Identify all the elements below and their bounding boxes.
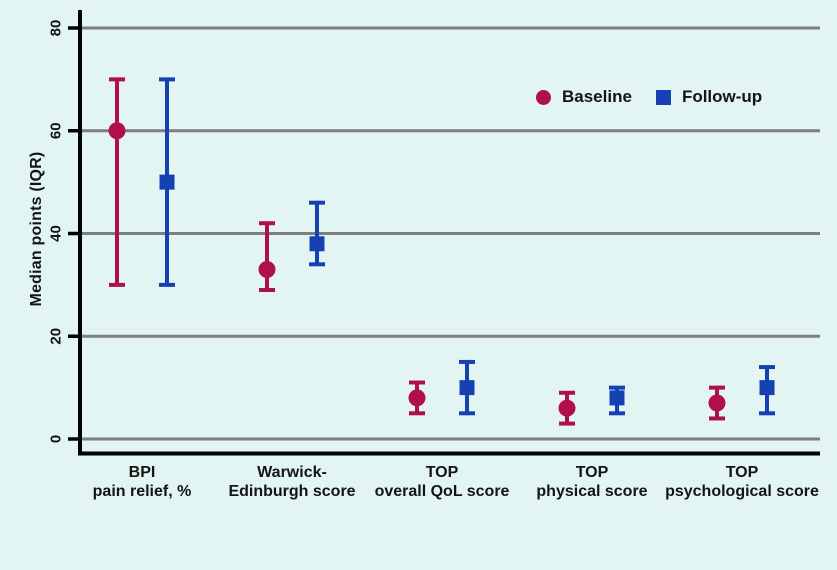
x-category-label-line2: physical score — [536, 483, 647, 500]
median-marker-square — [759, 380, 775, 396]
y-axis-title: Median points (IQR) — [28, 151, 45, 307]
x-category-label-line2: pain relief, % — [93, 483, 192, 500]
median-marker-circle — [258, 260, 276, 278]
y-tick-label: 40 — [48, 225, 65, 242]
x-category-label-line2: Edinburgh score — [228, 483, 355, 500]
x-category-label-line1: BPI — [129, 464, 156, 481]
legend-label-baseline: Baseline — [562, 87, 632, 106]
legend: Baseline Follow-up — [536, 87, 762, 107]
median-marker-square — [159, 174, 175, 190]
legend-item-baseline: Baseline — [536, 87, 632, 107]
median-marker-square — [609, 390, 625, 406]
y-tick-label: 80 — [48, 20, 65, 37]
x-category-label-line2: psychological score — [665, 483, 819, 500]
y-tick-label: 20 — [48, 328, 65, 345]
median-marker-square — [309, 236, 325, 252]
y-tick-label: 0 — [48, 435, 65, 443]
x-category-label-line2: overall QoL score — [375, 483, 510, 500]
legend-label-followup: Follow-up — [681, 87, 763, 106]
followup-square-icon — [655, 89, 671, 105]
median-marker-circle — [108, 122, 126, 140]
y-tick-label: 60 — [48, 122, 65, 139]
x-category-label-line1: Warwick- — [257, 464, 327, 481]
baseline-circle-icon — [536, 89, 551, 105]
legend-item-followup: Follow-up — [655, 87, 763, 107]
x-category-label-line1: TOP — [426, 464, 459, 481]
x-category-label-line1: TOP — [576, 464, 609, 481]
median-marker-circle — [408, 389, 426, 407]
x-category-label-line1: TOP — [726, 464, 759, 481]
median-marker-circle — [558, 399, 576, 417]
median-marker-circle — [708, 394, 726, 412]
median-marker-square — [459, 380, 475, 396]
